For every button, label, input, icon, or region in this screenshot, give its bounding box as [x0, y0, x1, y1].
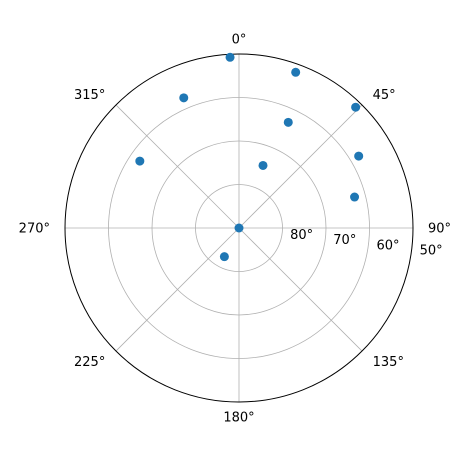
- data-point: [179, 93, 189, 103]
- data-point: [234, 223, 244, 233]
- angular-grid-spoke: [115, 227, 240, 352]
- angular-grid-spoke: [115, 104, 240, 229]
- tick-labels: 0° 45° 90° 135° 180° 225° 270° 315° 80° 70° 60° 50°: [19, 33, 451, 426]
- angular-grid-spoke: [238, 227, 363, 352]
- theta-tick-label: 45°: [373, 88, 396, 103]
- theta-tick-label: 0°: [232, 33, 247, 48]
- theta-tick-label: 135°: [373, 355, 404, 370]
- data-point: [291, 67, 301, 77]
- theta-tick-label: 270°: [19, 222, 50, 237]
- polar-frame: [64, 53, 414, 403]
- data-point: [283, 117, 293, 127]
- theta-tick-label: 90°: [428, 222, 451, 237]
- data-point: [351, 102, 361, 112]
- data-points: [135, 52, 364, 262]
- data-point: [135, 156, 145, 166]
- radial-tick-label: 60°: [376, 238, 399, 253]
- data-point: [258, 160, 268, 170]
- data-point: [354, 151, 364, 161]
- data-point: [219, 252, 229, 262]
- polar-axes: [64, 53, 414, 403]
- theta-tick-label: 315°: [74, 88, 105, 103]
- radial-tick-label: 50°: [420, 244, 443, 259]
- data-point: [225, 52, 235, 62]
- data-point: [350, 192, 360, 202]
- radial-tick-label: 80°: [290, 228, 313, 243]
- radial-tick-label: 70°: [333, 233, 356, 248]
- polar-grid: [65, 54, 413, 402]
- theta-tick-label: 180°: [223, 411, 254, 426]
- angular-grid-spoke: [238, 104, 363, 229]
- theta-tick-label: 225°: [74, 355, 105, 370]
